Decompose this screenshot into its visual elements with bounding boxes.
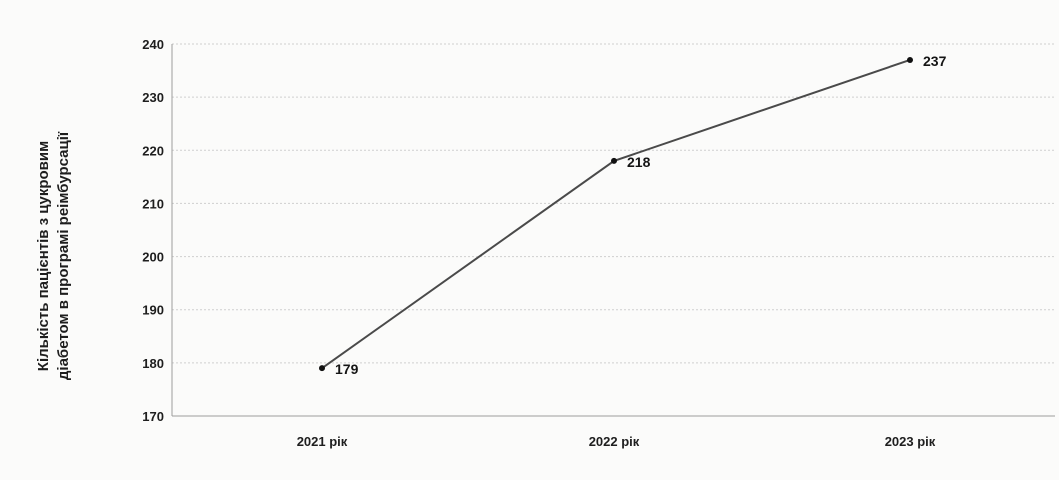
y-tick-label: 170 [142, 409, 164, 424]
y-tick-label: 180 [142, 356, 164, 371]
axis-layer [171, 44, 1055, 417]
y-tick-label: 220 [142, 143, 164, 158]
y-axis-title-line-2: діабетом в програмі реімбурсації [55, 131, 72, 380]
data-label: 237 [923, 53, 947, 69]
data-point [319, 365, 325, 372]
x-tick-label: 2023 рік [885, 434, 936, 449]
y-tick-label: 210 [142, 196, 164, 211]
y-axis-title: Кількість пацієнтів з цукровим діабетом … [35, 131, 72, 380]
y-axis-title-line-1: Кількість пацієнтів з цукровим [35, 141, 52, 371]
data-label: 179 [335, 361, 359, 377]
series-layer [319, 56, 913, 372]
data-point [611, 157, 617, 164]
y-tick-label: 230 [142, 90, 164, 105]
x-tick-labels: 2021 рік 2022 рік 2023 рік [297, 434, 936, 449]
data-labels: 179 218 237 [335, 53, 947, 377]
y-tick-label: 200 [142, 250, 164, 265]
y-tick-labels: 170 180 190 200 210 220 230 240 [142, 37, 164, 424]
series-line [321, 58, 911, 369]
x-tick-label: 2021 рік [297, 434, 348, 449]
data-point [907, 56, 913, 63]
data-label: 218 [627, 154, 651, 170]
y-tick-label: 190 [142, 303, 164, 318]
x-tick-label: 2022 рік [589, 434, 640, 449]
y-tick-label: 240 [142, 37, 164, 52]
grid-layer [172, 43, 1055, 364]
